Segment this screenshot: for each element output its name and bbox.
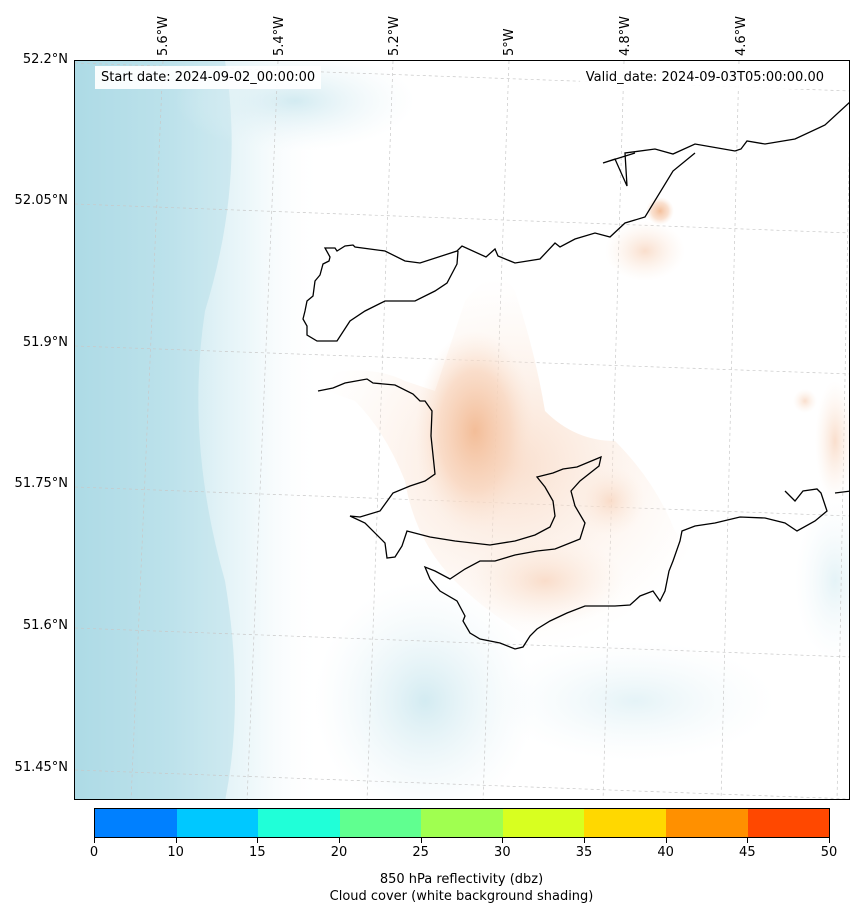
colorbar-segment-7 <box>665 809 748 837</box>
lat-label-52-05: 52.05°N <box>14 193 68 208</box>
lat-label-51-45: 51.45°N <box>14 760 68 775</box>
lat-label-52-2: 52.2°N <box>22 52 68 67</box>
colorbar-tick-label: 50 <box>820 845 838 860</box>
coastline <box>302 101 849 650</box>
colorbar-segment-2 <box>258 809 340 837</box>
colorbar-tick-label: 0 <box>89 845 99 860</box>
colorbar-tick-mark <box>747 838 749 843</box>
valid-date-label: Valid_date: 2024-09-03T05:00:00.00 <box>579 66 830 89</box>
start-date-label: Start date: 2024-09-02_00:00:00 <box>95 66 322 89</box>
colorbar-segment-3 <box>339 809 422 837</box>
colorbar-label: 850 hPa reflectivity (dbz) <box>379 872 544 887</box>
colorbar-segment-8 <box>747 809 830 837</box>
colorbar-tick-label: 45 <box>739 845 756 860</box>
colorbar <box>94 808 830 838</box>
colorbar-segment-4 <box>421 809 503 837</box>
colorbar-tick-mark <box>829 838 830 843</box>
reflectivity-shading <box>305 197 849 651</box>
colorbar-tick-mark <box>257 838 259 843</box>
lon-label-4-6: 4.6°W <box>734 15 749 56</box>
colorbar-segment-6 <box>584 809 666 837</box>
colorbar-tick-label: 35 <box>575 845 593 860</box>
colorbar-segment-0 <box>95 809 177 837</box>
map-canvas <box>75 61 849 799</box>
colorbar-tick-label: 15 <box>249 845 266 860</box>
colorbar-tick-mark <box>339 838 340 843</box>
colorbar-tick-label: 10 <box>167 845 184 860</box>
lat-label-51-9: 51.9°N <box>22 335 68 350</box>
colorbar-tick-mark <box>175 838 177 843</box>
colorbar-tick-mark <box>420 838 422 843</box>
colorbar-tick-mark <box>584 838 585 843</box>
colorbar-segment-1 <box>176 809 259 837</box>
lat-label-51-6: 51.6°N <box>22 618 68 633</box>
lat-label-51-75: 51.75°N <box>14 476 68 491</box>
lon-label-4-8: 4.8°W <box>618 15 633 56</box>
lon-label-5-0: 5°W <box>502 28 517 56</box>
lon-label-5-2: 5.2°W <box>387 15 402 56</box>
colorbar-tick-label: 40 <box>657 845 674 860</box>
colorbar-tick-label: 30 <box>494 845 511 860</box>
lon-label-5-4: 5.4°W <box>272 15 287 56</box>
colorbar-segment-5 <box>502 809 585 837</box>
colorbar-tick-mark <box>665 838 667 843</box>
colorbar-sublabel: Cloud cover (white background shading) <box>329 889 594 904</box>
colorbar-tick-mark <box>94 838 95 843</box>
colorbar-tick-label: 20 <box>330 845 348 860</box>
lon-label-5-6: 5.6°W <box>156 15 171 56</box>
map-frame[interactable] <box>74 60 850 800</box>
colorbar-tick-label: 25 <box>412 845 429 860</box>
colorbar-tick-mark <box>502 838 504 843</box>
